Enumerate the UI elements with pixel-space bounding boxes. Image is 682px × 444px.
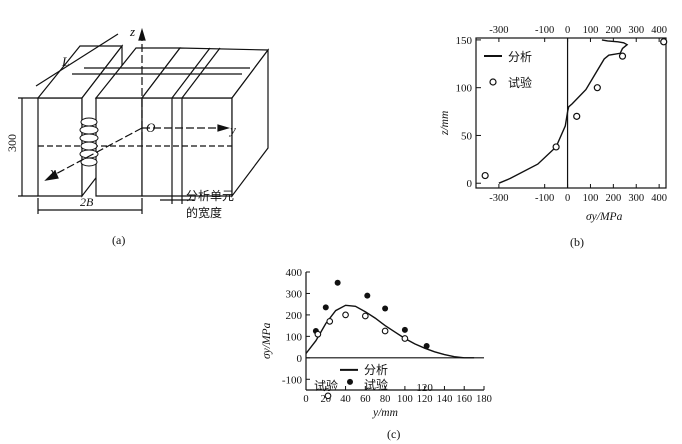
right-block-side-face bbox=[231, 48, 269, 198]
chart-b-point bbox=[573, 112, 581, 120]
chart-c-annotation: 120 bbox=[416, 382, 433, 394]
chart-c-point-open bbox=[342, 311, 349, 319]
weld-bead bbox=[79, 117, 99, 167]
chart-b-xtick-label: 400 bbox=[651, 193, 667, 204]
chart-b-frame bbox=[475, 37, 667, 189]
chart-c-point-filled bbox=[364, 292, 371, 299]
chart-c-ytick-label: 200 bbox=[286, 310, 303, 322]
chart-c-xtick-label: 160 bbox=[456, 394, 472, 405]
slice-top-1 bbox=[171, 47, 211, 99]
chart-b-point bbox=[593, 84, 601, 92]
chart-b-legend-label: 试验 bbox=[508, 75, 532, 90]
chart-b-legend-point-swatch bbox=[489, 78, 497, 86]
label-y-axis: y bbox=[228, 122, 236, 137]
chart-b-xtick-label: 100 bbox=[583, 193, 599, 204]
chart-c-xlabel: y/mm bbox=[372, 407, 398, 419]
chart-b-point bbox=[552, 143, 560, 151]
chart-b-legend-label: 分析 bbox=[508, 50, 532, 64]
chart-b: 0 50 100 150 -300 -100 0 100 200 300 400 -300 -100 0 1… bbox=[439, 25, 668, 249]
chart-b-ytick-label: 150 bbox=[456, 35, 473, 47]
x-axis-line bbox=[51, 127, 143, 177]
chart-c-ytick-label: 100 bbox=[286, 331, 303, 343]
chart-b-xtick-top-label: 200 bbox=[605, 25, 621, 36]
chart-c-point-open bbox=[314, 330, 322, 338]
chart-b-xtick-top-label: -100 bbox=[535, 25, 554, 36]
chart-c-point-filled bbox=[334, 279, 341, 286]
label-origin: O bbox=[146, 120, 156, 135]
chart-c-legend-label-open: 试验 bbox=[314, 378, 338, 393]
callout-text-2: 的宽度 bbox=[186, 205, 222, 220]
chart-c-point-open bbox=[381, 327, 389, 335]
chart-b-caption: (b) bbox=[570, 235, 584, 249]
chart-c-point-filled bbox=[401, 326, 408, 333]
slice-top-2 bbox=[181, 47, 221, 99]
chart-b-ylabel: z/mm bbox=[439, 111, 451, 136]
chart-b-xtick-top-label: 300 bbox=[628, 25, 644, 36]
chart-c-xtick-label: 180 bbox=[476, 394, 492, 405]
chart-b-ytick-label: 0 bbox=[467, 178, 473, 190]
right-block-top-far bbox=[141, 97, 233, 197]
chart-c-point-filled bbox=[382, 305, 389, 312]
chart-c-xtick-label: 80 bbox=[380, 394, 391, 405]
chart-c-xtick-label: 0 bbox=[303, 394, 308, 405]
chart-b-xtick-top-label: 400 bbox=[651, 25, 667, 36]
chart-b-xtick-label: 200 bbox=[605, 193, 621, 204]
chart-b-ytick-label: 100 bbox=[456, 83, 473, 95]
chart-c-legend-label: 试验 bbox=[364, 377, 388, 392]
label-300: 300 bbox=[5, 134, 19, 152]
chart-c-point-filled bbox=[322, 304, 329, 311]
chart-b-ytick-label: 50 bbox=[461, 130, 473, 142]
chart-b-xtick-label: -300 bbox=[489, 193, 508, 204]
y-axis-arrow bbox=[217, 124, 231, 132]
chart-c-xtick-label: 60 bbox=[360, 394, 371, 405]
chart-b-xtick-label: -100 bbox=[535, 193, 554, 204]
chart-c-ytick-label: 300 bbox=[286, 288, 303, 300]
label-z-axis: z bbox=[129, 24, 135, 39]
label-2B: 2B bbox=[80, 195, 94, 209]
chart-c-point-open bbox=[361, 312, 369, 320]
chart-c-ytick-label: 0 bbox=[297, 353, 303, 365]
chart-c-xtick-label: 20 bbox=[321, 394, 332, 405]
caption-a: (a) bbox=[112, 233, 125, 247]
chart-b-point bbox=[660, 38, 668, 46]
chart-c-point-open bbox=[401, 335, 409, 342]
left-block-front bbox=[37, 97, 83, 197]
chart-c-ylabel: σy/MPa bbox=[261, 322, 273, 359]
chart-b-xtick-top-label: 0 bbox=[565, 25, 570, 36]
chart-b-xtick-label: 0 bbox=[565, 193, 570, 204]
chart-b-xtick-label: 300 bbox=[628, 193, 644, 204]
dim-L-line bbox=[35, 33, 119, 87]
chart-c-xtick-label: 40 bbox=[340, 394, 351, 405]
chart-b-xtick-top-label: 100 bbox=[583, 25, 599, 36]
x-axis-arrow bbox=[44, 169, 59, 181]
chart-b-point bbox=[481, 171, 489, 180]
chart-c-caption: (c) bbox=[387, 427, 400, 441]
chart-c-xtick-label: 120 bbox=[417, 394, 433, 405]
chart-c-point-filled bbox=[423, 343, 430, 350]
chart-c-ytick-label: 400 bbox=[286, 267, 303, 279]
chart-c-ytick-label: -100 bbox=[282, 374, 303, 386]
chart-c-series-line bbox=[305, 304, 475, 359]
chart-c-point-open bbox=[326, 317, 334, 325]
chart-b-xlabel: σy/MPa bbox=[586, 211, 623, 223]
label-L: L bbox=[61, 54, 69, 69]
panel-a-weld-block bbox=[18, 27, 270, 214]
chart-c-xtick-label: 140 bbox=[437, 394, 453, 405]
callout-text-1: 分析单元 bbox=[186, 189, 234, 203]
chart-b-point bbox=[618, 52, 627, 60]
chart-c-legend-filled-swatch bbox=[347, 378, 353, 385]
right-block-front bbox=[95, 97, 143, 197]
chart-c-legend-label: 分析 bbox=[364, 363, 388, 377]
chart-b-xtick-top-label: -300 bbox=[489, 25, 508, 36]
chart-c-legend-open-swatch bbox=[324, 392, 332, 400]
label-x-axis: x bbox=[49, 164, 56, 179]
chart-c-xtick-label: 100 bbox=[397, 394, 413, 405]
z-axis-arrow bbox=[138, 27, 146, 41]
